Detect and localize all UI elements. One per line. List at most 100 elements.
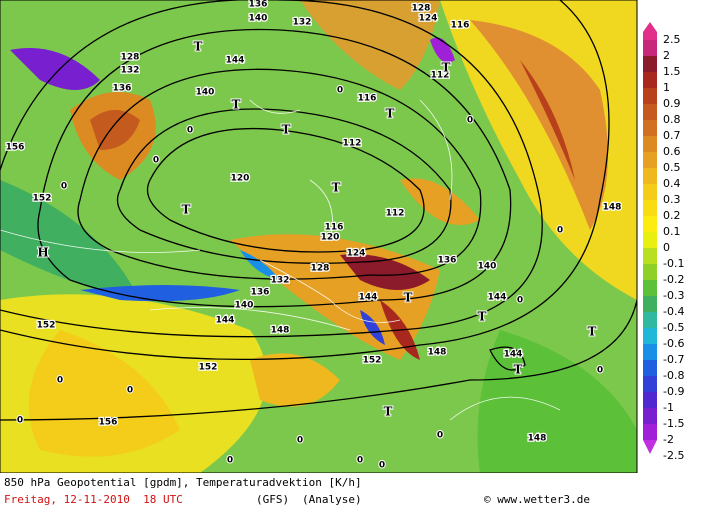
- contour-label: 148: [528, 434, 547, 444]
- contour-label: 140: [196, 88, 215, 98]
- legend-swatch: [643, 40, 657, 56]
- legend-swatch: [643, 232, 657, 248]
- zero-label: 0: [227, 456, 233, 466]
- legend-label: 1.5: [663, 65, 681, 78]
- legend-swatch: [643, 72, 657, 88]
- contour-label: 136: [113, 84, 132, 94]
- pressure-symbol: T: [332, 181, 341, 195]
- legend-label: -0.7: [663, 353, 684, 366]
- legend-arrow-bottom: [643, 440, 657, 454]
- contour-label: 112: [343, 139, 362, 149]
- legend-swatch: [643, 264, 657, 280]
- legend-label: 2.5: [663, 33, 681, 46]
- contour-label: 156: [6, 143, 25, 153]
- legend-swatch: [643, 200, 657, 216]
- footer-run: (Analyse): [302, 493, 362, 506]
- contour-label: 136: [438, 256, 457, 266]
- pressure-symbol: T: [182, 203, 191, 217]
- contour-label: 136: [249, 0, 268, 10]
- zero-label: 0: [17, 416, 23, 426]
- contour-label: 140: [249, 14, 268, 24]
- legend-swatch: [643, 408, 657, 424]
- contour-label: 132: [293, 18, 312, 28]
- contour-label: 140: [235, 301, 254, 311]
- legend-label: 0.5: [663, 161, 681, 174]
- footer-bg: [0, 473, 704, 513]
- pressure-symbol: T: [588, 325, 597, 339]
- map-field: [0, 0, 637, 473]
- contour-label: 128: [412, 4, 431, 14]
- contour-label: 116: [451, 21, 470, 31]
- legend-swatch: [643, 56, 657, 72]
- contour-label: 128: [121, 53, 140, 63]
- contour-label: 144: [226, 56, 245, 66]
- contour-label: 136: [251, 288, 270, 298]
- contour-label: 144: [504, 350, 523, 360]
- legend-label: 0.4: [663, 177, 681, 190]
- legend-label: -1: [663, 401, 674, 414]
- legend-swatch: [643, 312, 657, 328]
- contour-label: 152: [199, 363, 218, 373]
- pressure-symbol: T: [232, 98, 241, 112]
- zero-label: 0: [379, 461, 385, 471]
- legend-top-cap: [643, 32, 657, 40]
- legend-label: 0.8: [663, 113, 681, 126]
- zero-label: 0: [437, 431, 443, 441]
- legend-swatch: [643, 88, 657, 104]
- footer-source: © www.wetter3.de: [484, 493, 590, 506]
- legend-swatch: [643, 168, 657, 184]
- pressure-symbol: H: [37, 246, 48, 260]
- contour-label: 128: [311, 264, 330, 274]
- legend-swatch: [643, 328, 657, 344]
- contour-label: 120: [321, 233, 340, 243]
- contour-label: 132: [271, 276, 290, 286]
- legend-swatch: [643, 280, 657, 296]
- zero-label: 0: [357, 456, 363, 466]
- contour-label: 148: [271, 326, 290, 336]
- contour-label: 148: [603, 203, 622, 213]
- zero-label: 0: [153, 156, 159, 166]
- legend-swatch: [643, 136, 657, 152]
- zero-label: 0: [557, 226, 563, 236]
- legend-swatch: [643, 104, 657, 120]
- contour-label: 120: [231, 174, 250, 184]
- pressure-symbol: T: [194, 40, 203, 54]
- legend-label: -0.6: [663, 337, 684, 350]
- legend-swatch: [643, 344, 657, 360]
- zero-label: 0: [597, 366, 603, 376]
- zero-label: 0: [467, 116, 473, 126]
- pressure-symbol: T: [514, 363, 523, 377]
- contour-label: 116: [358, 94, 377, 104]
- legend-arrow-top: [643, 22, 657, 32]
- zero-label: 0: [61, 182, 67, 192]
- contour-label: 156: [99, 418, 118, 428]
- contour-label: 124: [419, 14, 438, 24]
- contour-label: 152: [37, 321, 56, 331]
- zero-label: 0: [127, 386, 133, 396]
- legend-label: -0.4: [663, 305, 684, 318]
- legend-swatch: [643, 424, 657, 440]
- legend-label: 0.6: [663, 145, 681, 158]
- footer-description: 850 hPa Geopotential [gpdm], Temperatura…: [4, 476, 362, 489]
- legend-label: 0.7: [663, 129, 681, 142]
- legend-swatch: [643, 248, 657, 264]
- zero-label: 0: [337, 86, 343, 96]
- zero-label: 0: [517, 296, 523, 306]
- legend-label: 0.1: [663, 225, 681, 238]
- contour-label: 144: [216, 316, 235, 326]
- zero-label: 0: [187, 126, 193, 136]
- legend-swatch: [643, 296, 657, 312]
- legend-swatch: [643, 216, 657, 232]
- contour-label: 152: [33, 194, 52, 204]
- legend-swatch: [643, 184, 657, 200]
- legend-label: -0.5: [663, 321, 684, 334]
- zero-label: 0: [297, 436, 303, 446]
- legend-swatch: [643, 120, 657, 136]
- legend-label: 0.3: [663, 193, 681, 206]
- pressure-symbol: T: [478, 310, 487, 324]
- pressure-symbol: T: [404, 291, 413, 305]
- legend-swatch: [643, 360, 657, 376]
- legend-label: -0.1: [663, 257, 684, 270]
- legend-label: -0.2: [663, 273, 684, 286]
